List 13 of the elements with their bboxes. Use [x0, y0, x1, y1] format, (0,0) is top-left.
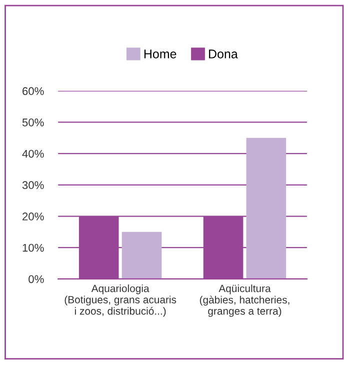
legend-label: Dona: [209, 50, 238, 58]
x-tick-label: Aqüicultura (gàbies, hatcheries, granges a terra): [200, 284, 290, 317]
bar: [122, 232, 162, 279]
y-tick-label: 60%: [22, 87, 44, 96]
bar: [246, 138, 286, 279]
y-tick-label: 20%: [22, 212, 44, 220]
x-tick-label: Aquariologia (Botigues, grans acuaris i zoos, distribució...): [64, 284, 176, 317]
y-tick-label: 0%: [28, 275, 44, 284]
y-tick-label: 10%: [22, 244, 44, 252]
y-tick-label: 50%: [22, 118, 44, 126]
y-tick-label: 40%: [22, 150, 44, 158]
legend-label: Home: [144, 50, 176, 58]
y-tick-label: 30%: [22, 181, 44, 190]
